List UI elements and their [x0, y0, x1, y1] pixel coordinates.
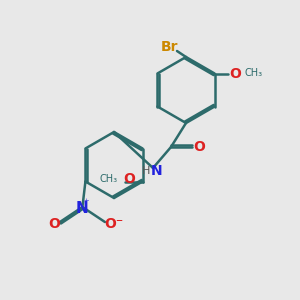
Text: O: O	[230, 67, 242, 80]
Text: N: N	[76, 201, 89, 216]
Text: O: O	[194, 140, 206, 154]
Text: O⁻: O⁻	[104, 217, 124, 230]
Text: Br: Br	[161, 40, 178, 53]
Text: CH₃: CH₃	[244, 68, 262, 79]
Text: O: O	[48, 217, 60, 230]
Text: O: O	[123, 172, 135, 185]
Text: CH₃: CH₃	[99, 173, 117, 184]
Text: $^+$: $^+$	[82, 199, 91, 208]
Text: H: H	[142, 166, 150, 176]
Text: N: N	[151, 164, 162, 178]
